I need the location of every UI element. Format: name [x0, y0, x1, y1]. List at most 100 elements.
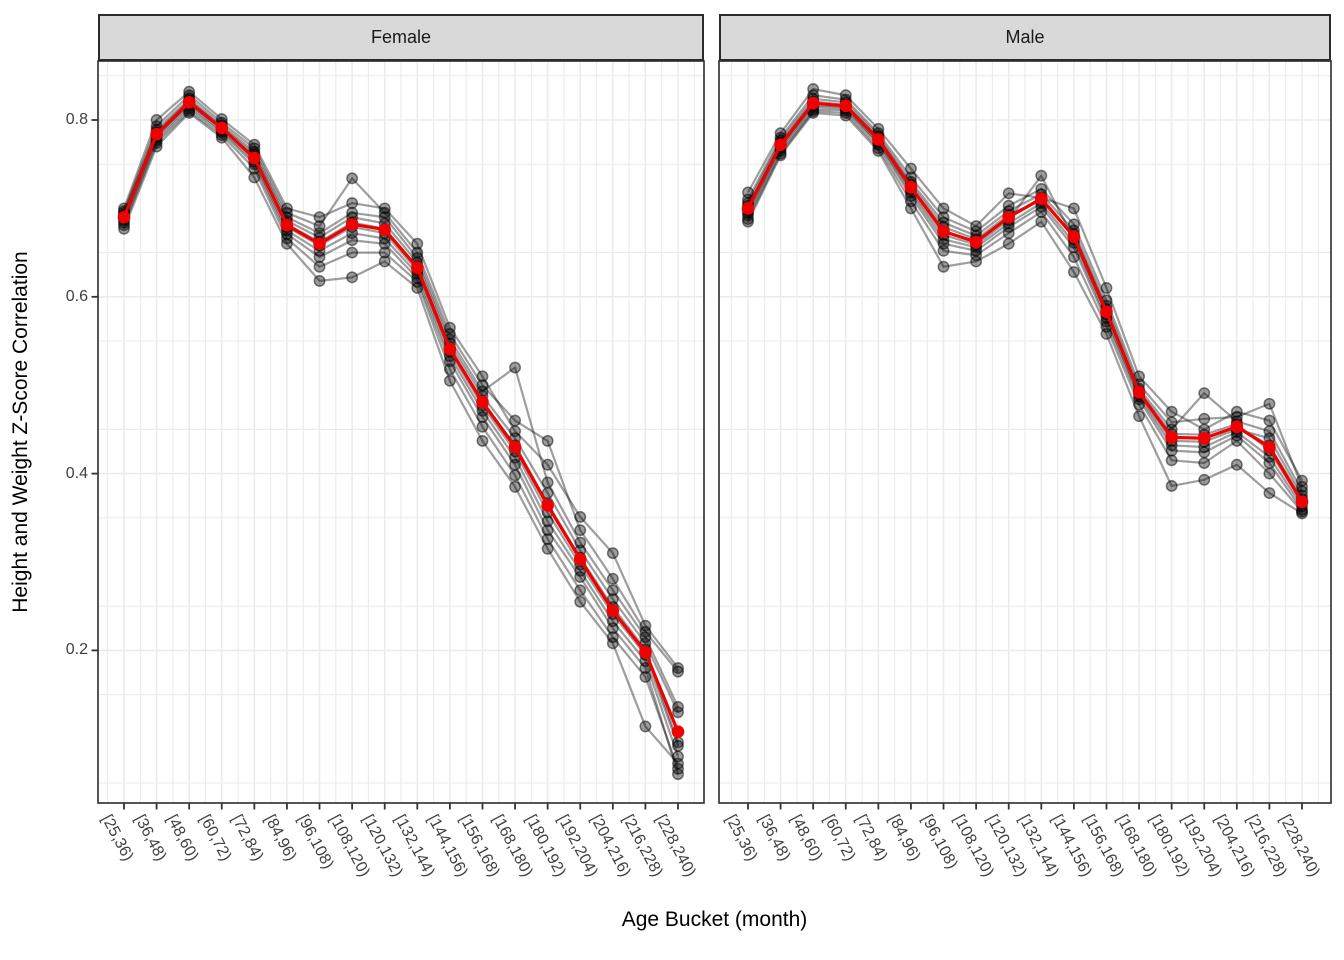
- individual-series-point: [606, 631, 619, 644]
- mean-series-point: [774, 138, 787, 152]
- individual-series-point: [1263, 467, 1276, 480]
- individual-series-point: [639, 720, 652, 733]
- individual-series-point: [606, 584, 619, 597]
- individual-series-point: [1198, 473, 1211, 486]
- mean-series-point: [508, 440, 522, 454]
- facet-strip-male: Male: [719, 14, 1331, 61]
- individual-series-point: [904, 195, 917, 208]
- individual-series-point: [1035, 169, 1048, 182]
- individual-series-point: [378, 255, 391, 268]
- individual-series-point: [1002, 237, 1015, 250]
- individual-series-point: [574, 584, 587, 597]
- mean-series-point: [443, 342, 457, 356]
- mean-series-point: [741, 202, 755, 215]
- mean-series-point: [378, 223, 392, 236]
- individual-series-point: [1035, 205, 1048, 218]
- individual-series-point: [1067, 202, 1080, 215]
- individual-series-point: [280, 202, 293, 215]
- individual-series-point: [443, 374, 456, 387]
- individual-series-point: [742, 213, 754, 225]
- mean-series-point: [1132, 385, 1146, 399]
- individual-series-point: [1002, 187, 1015, 200]
- individual-series-point: [606, 572, 619, 585]
- mean-series-point: [806, 96, 820, 110]
- mean-series-point: [1230, 420, 1244, 434]
- y-tick-label: 0.4: [65, 464, 88, 482]
- individual-series-point: [574, 595, 587, 608]
- individual-series-point: [1263, 414, 1276, 427]
- mean-series-point: [182, 96, 196, 109]
- individual-series-point: [1165, 480, 1178, 492]
- mean-series-point: [280, 218, 294, 232]
- individual-series-point: [443, 321, 456, 334]
- mean-series-line: [122, 100, 680, 733]
- individual-series-point: [541, 476, 554, 489]
- individual-series-point: [639, 619, 652, 632]
- mean-series-point: [671, 725, 685, 739]
- individual-series-point: [672, 739, 684, 752]
- mean-series-point: [1263, 440, 1276, 454]
- individual-series-point: [606, 637, 619, 650]
- individual-series-point: [1198, 457, 1211, 469]
- individual-series-point: [1198, 387, 1211, 400]
- individual-series-point: [346, 172, 359, 185]
- individual-series-point: [1230, 405, 1243, 418]
- mean-series-point: [969, 235, 983, 249]
- mean-series-point: [606, 604, 620, 617]
- mean-series-point: [1002, 210, 1016, 224]
- mean-series-point: [639, 645, 652, 659]
- individual-series-point: [541, 524, 554, 537]
- individual-series-point: [476, 420, 489, 433]
- mean-series-point: [1165, 431, 1178, 444]
- individual-series-point: [574, 571, 587, 583]
- individual-series-point: [639, 631, 652, 644]
- individual-series-point: [1002, 227, 1015, 240]
- individual-series-line: [122, 90, 679, 669]
- mean-series-point: [573, 553, 587, 566]
- mean-series-point: [1034, 192, 1048, 205]
- individual-series-point: [807, 83, 820, 96]
- mean-series-point: [541, 499, 554, 512]
- individual-series-point: [541, 515, 554, 528]
- individual-series-point: [970, 255, 983, 268]
- individual-series-line: [122, 97, 679, 708]
- mean-series-point: [313, 237, 326, 251]
- mean-series-point: [476, 395, 489, 409]
- individual-series-point: [1263, 457, 1276, 469]
- individual-series-point: [1165, 454, 1178, 467]
- individual-series-point: [1067, 266, 1080, 278]
- y-tick-label: 0.6: [65, 287, 88, 305]
- individual-series-point: [1067, 251, 1080, 263]
- mean-series-point: [1197, 431, 1211, 445]
- mean-series-point: [839, 99, 853, 113]
- individual-series-point: [937, 260, 950, 273]
- individual-series-point: [313, 211, 326, 224]
- individual-series-point: [248, 171, 261, 184]
- individual-series-point: [346, 234, 359, 247]
- individual-series-point: [970, 220, 983, 233]
- individual-series-point: [1165, 405, 1178, 418]
- individual-series-point: [672, 665, 684, 678]
- individual-series-point: [346, 246, 359, 259]
- individual-series-point: [541, 434, 554, 447]
- mean-series-point: [1295, 495, 1309, 509]
- individual-series-point: [313, 274, 326, 287]
- facet-strip-female: Female: [98, 14, 704, 61]
- individual-series-point: [937, 244, 950, 257]
- mean-series-point: [248, 151, 261, 165]
- individual-series-point: [411, 282, 424, 294]
- individual-series-point: [672, 701, 684, 713]
- individual-series-point: [346, 206, 359, 219]
- individual-series-point: [574, 536, 587, 549]
- individual-series-point: [574, 510, 587, 523]
- individual-series-point: [574, 524, 587, 537]
- individual-series-point: [1263, 397, 1276, 410]
- individual-series-point: [606, 547, 619, 560]
- individual-series-point: [346, 271, 359, 284]
- individual-series-point: [443, 363, 456, 376]
- individual-series-point: [1230, 434, 1243, 447]
- individual-series-point: [476, 434, 489, 447]
- mean-series-point: [872, 133, 885, 146]
- individual-series-point: [378, 246, 391, 259]
